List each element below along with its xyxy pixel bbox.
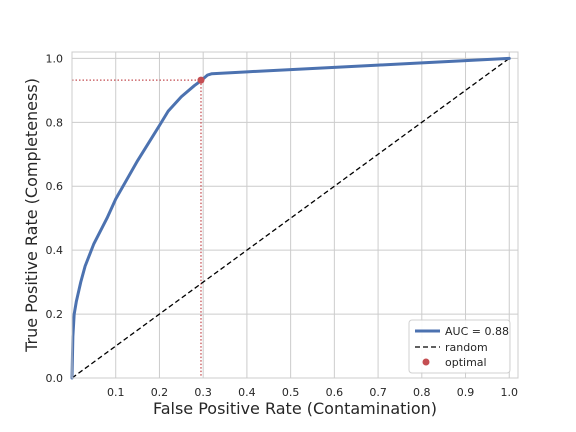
- x-tick-labels: 0.1 0.2 0.3 0.4 0.5 0.6 0.7 0.8 0.9 1.0: [107, 386, 518, 399]
- optimal-point: [197, 76, 205, 84]
- roc-curve: [70, 56, 511, 380]
- x-tick-label: 0.8: [413, 386, 431, 399]
- y-tick-label: 0.8: [46, 116, 64, 129]
- legend-optimal-marker: [422, 358, 430, 366]
- y-tick-label: 0.0: [46, 372, 64, 385]
- y-tick-label: 0.4: [46, 244, 64, 257]
- y-axis-label: True Positive Rate (Completeness): [22, 78, 41, 353]
- y-tick-label: 0.6: [46, 180, 64, 193]
- x-tick-label: 0.7: [369, 386, 387, 399]
- x-tick-label: 0.3: [194, 386, 212, 399]
- x-tick-label: 0.1: [107, 386, 125, 399]
- y-tick-label: 1.0: [46, 52, 64, 65]
- y-tick-label: 0.2: [46, 308, 64, 321]
- x-tick-label: 0.9: [457, 386, 475, 399]
- random-line: [71, 57, 510, 379]
- legend-box: [408, 319, 511, 374]
- legend: AUC = 0.88 random optimal: [408, 319, 511, 374]
- x-tick-label: 0.5: [282, 386, 300, 399]
- plot-area: [70, 56, 511, 380]
- y-tick-labels: 0.0 0.2 0.4 0.6 0.8 1.0: [46, 52, 64, 385]
- legend-random-label: random: [445, 341, 488, 354]
- legend-auc-label: AUC = 0.88: [445, 325, 509, 338]
- plot-frame: [71, 51, 519, 379]
- legend-optimal-label: optimal: [445, 356, 487, 369]
- x-tick-label: 1.0: [501, 386, 519, 399]
- x-tick-label: 0.2: [151, 386, 169, 399]
- x-axis-label: False Positive Rate (Contamination): [153, 399, 437, 418]
- x-tick-label: 0.6: [326, 386, 344, 399]
- x-tick-label: 0.4: [238, 386, 256, 399]
